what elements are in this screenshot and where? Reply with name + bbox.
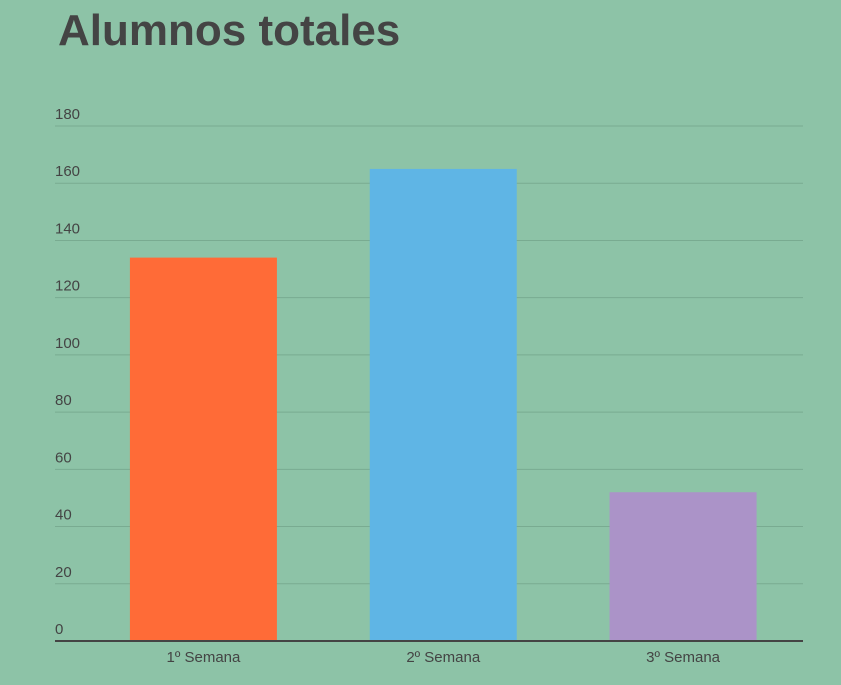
- bar: [129, 257, 277, 641]
- y-tick-label: 80: [55, 392, 72, 409]
- y-tick-label: 40: [55, 507, 72, 524]
- y-tick-label: 20: [55, 564, 72, 581]
- x-tick-label: 1º Semana: [166, 649, 241, 666]
- x-tick-label: 2º Semana: [406, 649, 481, 666]
- bar: [609, 492, 757, 641]
- y-tick-label: 180: [55, 106, 80, 123]
- y-tick-label: 160: [55, 163, 80, 180]
- bar: [369, 168, 517, 641]
- x-tick-label: 3º Semana: [646, 649, 721, 666]
- y-tick-label: 0: [55, 621, 63, 638]
- y-tick-label: 60: [55, 449, 72, 466]
- y-tick-label: 120: [55, 278, 80, 295]
- y-tick-label: 140: [55, 220, 80, 237]
- y-tick-label: 100: [55, 335, 80, 352]
- chart-title: Alumnos totales: [58, 6, 400, 55]
